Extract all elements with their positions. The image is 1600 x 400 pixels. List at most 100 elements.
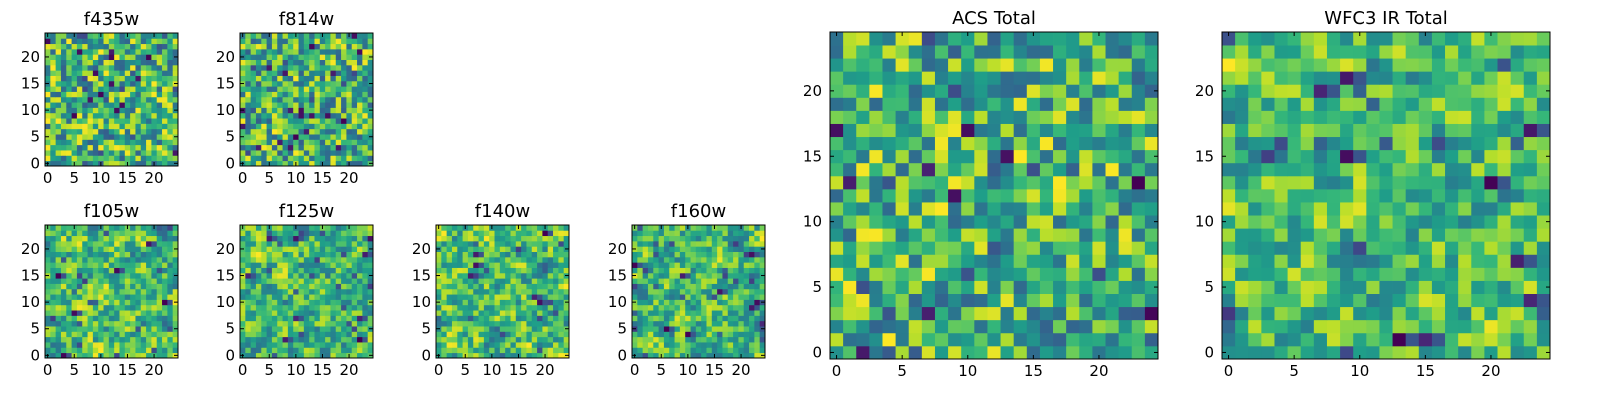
heatmap-cell [669,347,675,354]
heatmap-cell [135,304,142,311]
heatmap-cell [882,319,896,334]
heatmap-cell [124,107,131,114]
heatmap-cell [277,38,283,45]
heatmap-cell [314,123,321,130]
heatmap-cell [362,352,369,359]
heatmap-cell [547,262,554,268]
heatmap-cell [1105,32,1120,46]
heatmap-cell [162,235,168,242]
heatmap-cell [908,306,923,321]
heatmap-cell [114,320,120,327]
heatmap-cell [537,342,543,348]
heatmap-cell [98,272,104,279]
y-tick-label: 15 [216,75,235,93]
heatmap-cell [346,80,353,87]
heatmap-cell [462,251,469,258]
heatmap-cell [162,352,168,359]
heatmap-cell [362,139,369,146]
heatmap-cell [669,251,675,258]
heatmap-cell [271,70,278,76]
heatmap-cell [1536,188,1551,203]
heatmap-cell [510,246,517,252]
heatmap-cell [679,347,686,354]
heatmap-cell [135,288,142,295]
heatmap-cell [119,160,126,167]
heatmap-cell [637,246,644,252]
heatmap-cell [140,294,147,300]
heatmap-cell [156,288,163,295]
heatmap-cell [282,70,289,76]
heatmap-cell [140,64,147,71]
heatmap-cell [563,251,570,258]
heatmap-cell [526,320,533,327]
heatmap-cell [314,107,321,114]
heatmap-cell [266,230,273,237]
heatmap-cell [50,33,57,39]
heatmap-cell [303,43,310,50]
heatmap-cell [335,43,342,50]
heatmap-cell [1536,319,1551,334]
heatmap-cell [1026,175,1041,190]
heatmap-cell [1000,136,1015,151]
heatmap-cell [255,134,262,140]
heatmap-cell [934,162,949,177]
heatmap-cell [856,202,870,216]
heatmap-cell [50,91,57,98]
heatmap-cell [362,107,369,114]
heatmap-cell [92,59,99,66]
heatmap-cell [330,64,337,71]
heatmap-cell [526,230,533,237]
heatmap-cell [245,326,252,332]
heatmap-cell [1274,215,1288,229]
heatmap-cell [82,342,88,348]
heatmap-cell [457,310,463,316]
heatmap-cell [553,225,559,231]
heatmap-cell [303,251,310,258]
heatmap-cell [330,246,337,252]
heatmap-cell [934,123,949,138]
heatmap-cell [1392,228,1407,242]
heatmap-cell [558,326,565,332]
heatmap-cell [277,123,283,130]
heatmap-cell [146,102,152,108]
heatmap-cell [1366,267,1380,281]
heatmap-cell [1235,215,1249,229]
heatmap-cell [261,96,267,103]
heatmap-cell [510,240,517,247]
heatmap-cell [706,294,713,300]
heatmap-cell [1471,228,1485,242]
heatmap-cell [647,326,654,332]
heatmap-cell [351,262,358,268]
heatmap-cell [722,320,729,327]
heatmap-cell [66,112,72,119]
heatmap-cell [483,283,490,290]
heatmap-cell [282,240,289,247]
heatmap-cell [1366,293,1380,308]
heatmap-cell [346,342,353,348]
heatmap-cell [87,267,94,274]
heatmap-cell [685,336,691,343]
heatmap-cell [1066,202,1080,216]
heatmap-cell [1222,254,1236,268]
heatmap-cell [335,262,342,268]
heatmap-cell [303,240,310,247]
heatmap-cell [277,134,283,140]
heatmap-cell [526,246,533,252]
heatmap-cell [663,240,670,247]
heatmap-cell [130,43,136,50]
heatmap-cell [351,86,358,92]
heatmap-cell [303,86,310,92]
heatmap-cell [114,59,120,66]
heatmap-cell [124,86,131,92]
heatmap-cell [330,304,337,311]
heatmap-cell [515,262,522,268]
heatmap-cell [240,336,246,343]
heatmap-cell [277,310,283,316]
heatmap-cell [1144,162,1159,177]
heatmap-cell [457,315,463,322]
heatmap-cell [1366,241,1380,255]
heatmap-cell [1458,162,1472,177]
heatmap-cell [351,70,358,76]
heatmap-cell [1340,332,1354,347]
